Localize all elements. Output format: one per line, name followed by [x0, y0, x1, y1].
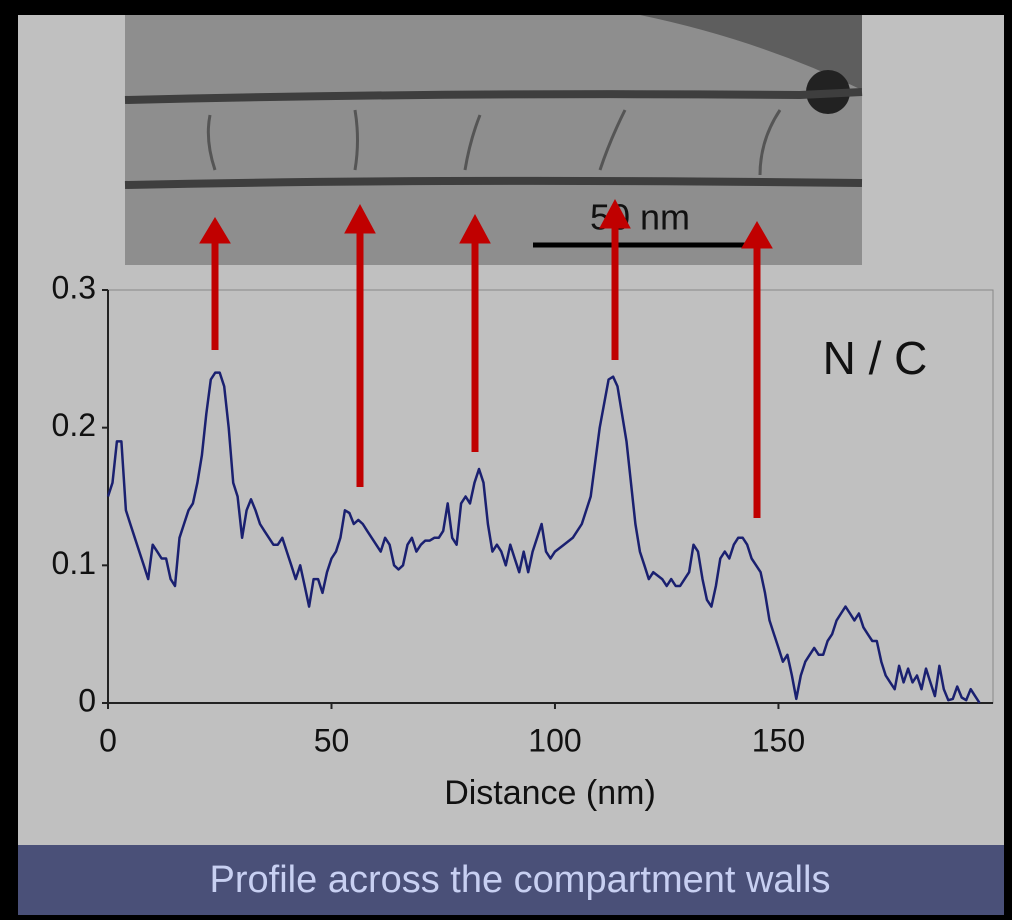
annotation: N / C [823, 332, 928, 384]
x-tick-label: 0 [99, 722, 117, 758]
x-tick-label: 100 [528, 722, 581, 758]
caption: Profile across the compartment walls [210, 859, 831, 901]
caption-bar [18, 845, 1004, 915]
y-tick-label: 0.2 [52, 407, 96, 443]
x-tick-label: 150 [752, 722, 805, 758]
y-tick-label: 0 [78, 682, 96, 718]
scale-label: 50 nm [590, 197, 690, 238]
y-tick-label: 0.1 [52, 545, 96, 581]
x-tick-label: 50 [314, 722, 350, 758]
data-line [106, 371, 981, 704]
micrograph [124, 15, 863, 265]
x-axis-label: Distance (nm) [444, 774, 656, 812]
y-tick-label: 0.3 [52, 269, 96, 305]
arrows [199, 198, 773, 518]
